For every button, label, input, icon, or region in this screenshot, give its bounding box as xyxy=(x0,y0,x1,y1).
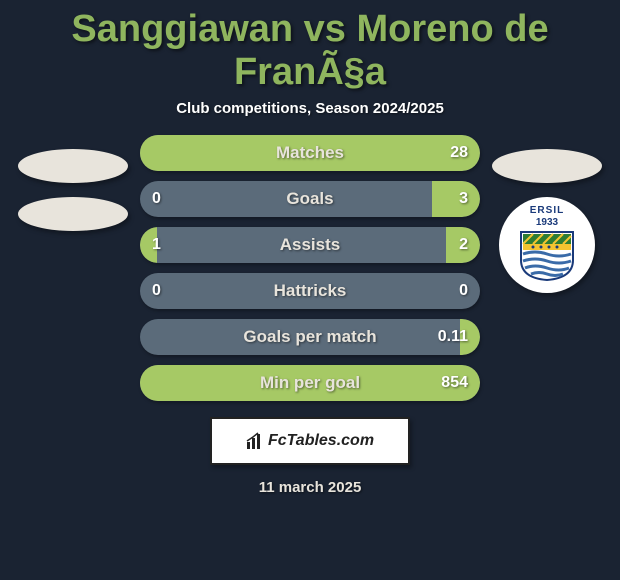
stat-row: Matches28 xyxy=(140,135,480,171)
club-logo-placeholder xyxy=(18,197,128,231)
comparison-area: Matches28Goals03Assists12Hattricks00Goal… xyxy=(0,135,620,401)
stat-value-left: 0 xyxy=(152,273,161,309)
stat-value-left: 1 xyxy=(152,227,161,263)
chart-icon xyxy=(246,432,264,450)
stat-label: Hattricks xyxy=(140,273,480,309)
stat-label: Goals per match xyxy=(140,319,480,355)
stat-value-right: 3 xyxy=(459,181,468,217)
right-player-column: ERSIL 1933 xyxy=(488,135,606,293)
badge-text: ERSIL xyxy=(499,205,595,216)
stat-value-left: 0 xyxy=(152,181,161,217)
stat-row: Hattricks0 0 xyxy=(140,273,480,309)
stat-label: Goals xyxy=(140,181,480,217)
stat-value-right: 0.11 xyxy=(438,319,468,355)
stat-label: Matches xyxy=(140,135,480,171)
page-title: Sanggiawan vs Moreno de FranÃ§a xyxy=(0,0,620,96)
stat-label: Assists xyxy=(140,227,480,263)
left-player-column xyxy=(14,135,132,231)
player-logo-placeholder xyxy=(492,149,602,183)
stat-value-right: 2 xyxy=(459,227,468,263)
stat-row: Min per goal854 xyxy=(140,365,480,401)
subtitle: Club competitions, Season 2024/2025 xyxy=(0,96,620,135)
stat-row: Goals per match0.11 xyxy=(140,319,480,355)
source-badge[interactable]: FcTables.com xyxy=(210,417,410,465)
comparison-card: Sanggiawan vs Moreno de FranÃ§a Club com… xyxy=(0,0,620,496)
stats-column: Matches28Goals03Assists12Hattricks00Goal… xyxy=(140,135,480,401)
stat-row: Assists1 2 xyxy=(140,227,480,263)
date-label: 11 march 2025 xyxy=(0,479,620,496)
stat-value-right: 0 xyxy=(459,273,468,309)
source-label: FcTables.com xyxy=(268,432,374,450)
player-logo-placeholder xyxy=(18,149,128,183)
stat-label: Min per goal xyxy=(140,365,480,401)
badge-year: 1933 xyxy=(499,217,595,228)
stat-row: Goals0 3 xyxy=(140,181,480,217)
club-badge: ERSIL 1933 xyxy=(499,197,595,293)
stat-value-right: 28 xyxy=(450,135,468,171)
shield-icon xyxy=(519,230,575,282)
stat-value-right: 854 xyxy=(441,365,468,401)
